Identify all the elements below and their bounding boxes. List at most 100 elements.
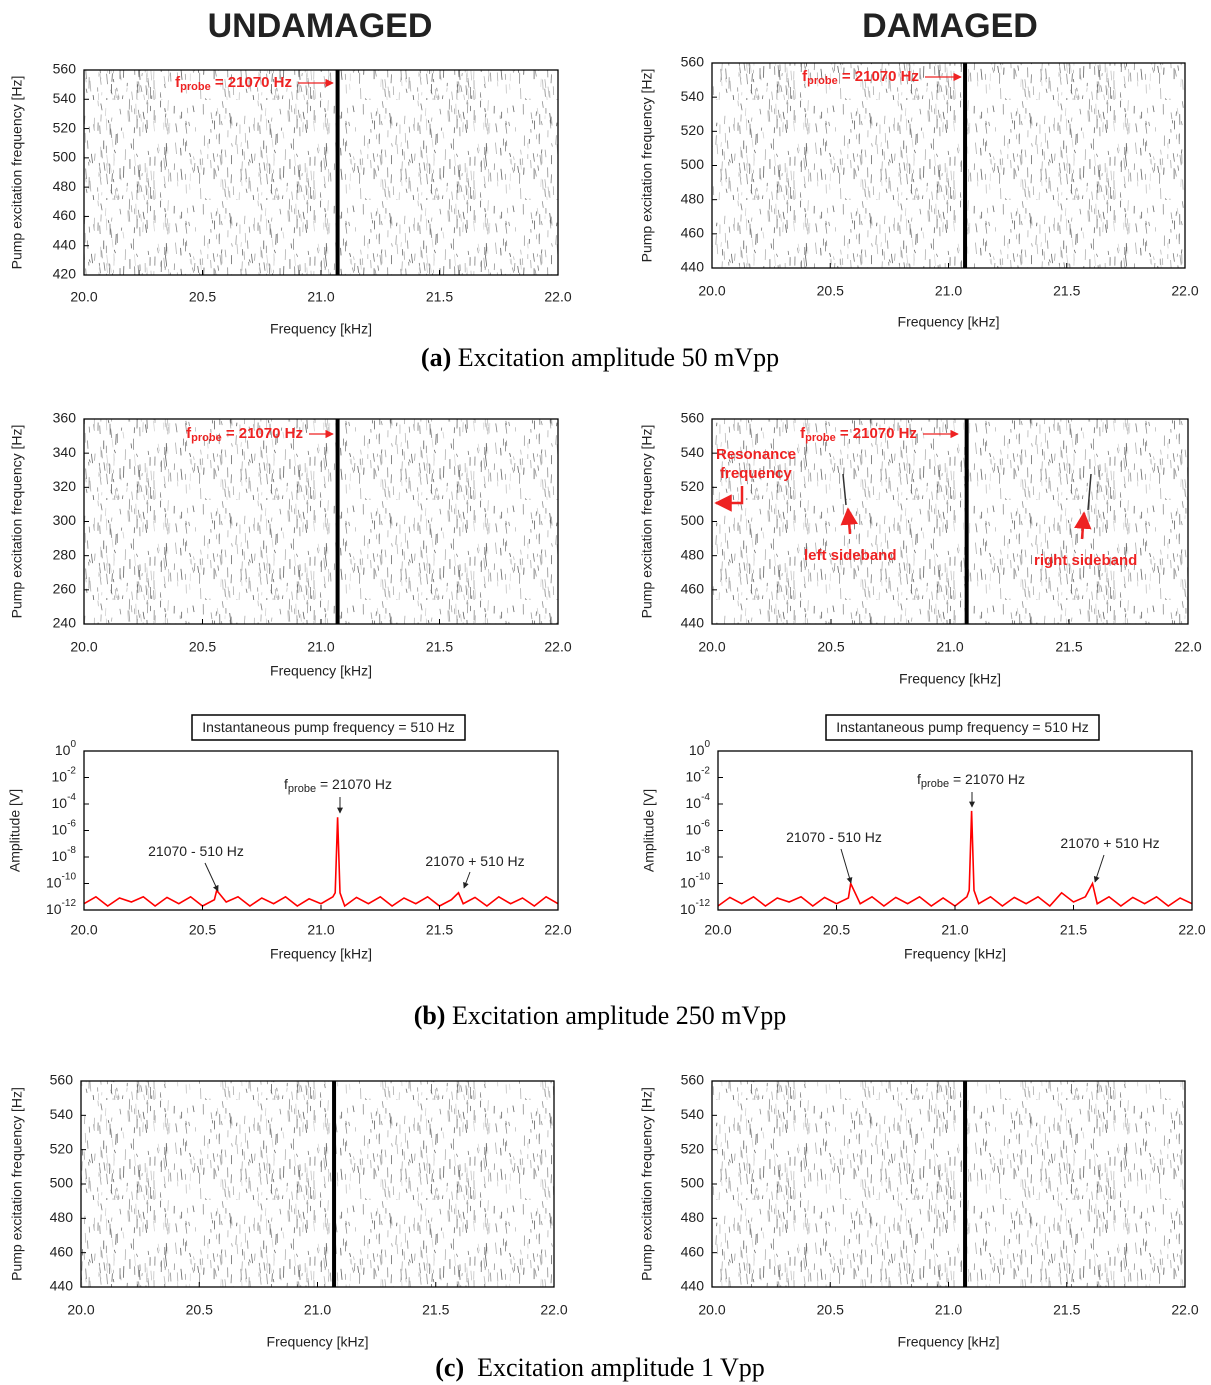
y-tick-base: 10 bbox=[55, 742, 71, 758]
y-tick-base: 10 bbox=[686, 848, 702, 864]
y-tick-exponent: -6 bbox=[701, 818, 710, 829]
y-axis-label: Pump excitation frequency [Hz] bbox=[639, 69, 655, 263]
x-tick-label: 20.0 bbox=[698, 639, 725, 655]
y-tick-label: 480 bbox=[681, 1209, 705, 1225]
y-tick-label: 260 bbox=[53, 581, 77, 597]
annotation-text: = 21070 Hz bbox=[211, 74, 292, 91]
y-tick-label: 10-6 bbox=[52, 818, 77, 837]
annotation-text: = 21070 Hz bbox=[838, 68, 919, 85]
y-axis-label: Pump excitation frequency [Hz] bbox=[9, 425, 25, 619]
y-tick-label: 480 bbox=[681, 546, 705, 562]
x-tick-label: 22.0 bbox=[540, 1302, 567, 1318]
y-tick-label: 280 bbox=[53, 546, 77, 562]
y-tick-label: 100 bbox=[689, 739, 711, 758]
x-tick-label: 21.5 bbox=[426, 922, 453, 938]
y-tick-label: 10-2 bbox=[686, 765, 711, 784]
x-tick-label: 20.0 bbox=[704, 922, 731, 938]
y-tick-label: 10-10 bbox=[680, 871, 710, 890]
spectrum-line bbox=[83, 817, 559, 908]
y-tick-label: 460 bbox=[53, 207, 77, 223]
y-tick-base: 10 bbox=[46, 874, 62, 890]
annotation: 21070 + 510 Hz bbox=[1060, 835, 1159, 851]
y-tick-base: 10 bbox=[686, 768, 702, 784]
spectrogram-texture bbox=[84, 70, 558, 275]
x-tick-label: 21.0 bbox=[936, 639, 963, 655]
y-tick-label: 440 bbox=[681, 1278, 705, 1294]
caption-label: (a) bbox=[421, 343, 451, 372]
x-axis-label: Frequency [kHz] bbox=[267, 1334, 369, 1350]
annotation: fprobe = 21070 Hz bbox=[186, 425, 303, 444]
x-tick-label: 21.0 bbox=[941, 922, 968, 938]
y-tick-label: 460 bbox=[681, 1243, 705, 1259]
x-axis-label: Frequency [kHz] bbox=[270, 321, 372, 337]
annotation-text: Resonance bbox=[716, 446, 796, 463]
x-tick-label: 22.0 bbox=[544, 289, 571, 305]
y-tick-label: 10-12 bbox=[680, 898, 710, 917]
x-tick-label: 21.0 bbox=[935, 1302, 962, 1318]
annotation: frequency bbox=[720, 465, 792, 482]
annotation-text: left sideband bbox=[804, 547, 897, 564]
y-tick-base: 10 bbox=[52, 821, 68, 837]
x-tick-label: 21.0 bbox=[307, 922, 334, 938]
sideband-arrow bbox=[840, 507, 858, 535]
y-tick-label: 320 bbox=[53, 478, 77, 494]
x-tick-label: 22.0 bbox=[544, 922, 571, 938]
annotation-text: frequency bbox=[720, 465, 792, 482]
x-tick-label: 20.5 bbox=[189, 922, 216, 938]
caption-text: Excitation amplitude 50 mVpp bbox=[451, 343, 779, 372]
y-tick-label: 440 bbox=[681, 615, 705, 631]
caption: (c) Excitation amplitude 1 Vpp bbox=[435, 1353, 765, 1382]
y-tick-base: 10 bbox=[686, 795, 702, 811]
annotation: fprobe = 21070 Hz bbox=[800, 425, 917, 444]
y-tick-label: 440 bbox=[53, 236, 77, 252]
annotation-subscript: probe bbox=[191, 432, 222, 444]
annotation-subscript: probe bbox=[288, 783, 316, 795]
annotation-symbol: f bbox=[802, 68, 808, 85]
y-tick-base: 10 bbox=[680, 874, 696, 890]
y-tick-exponent: -2 bbox=[67, 765, 76, 776]
y-tick-label: 10-8 bbox=[52, 845, 77, 864]
y-tick-label: 10-4 bbox=[686, 792, 711, 811]
x-tick-label: 20.5 bbox=[823, 922, 850, 938]
y-tick-exponent: 0 bbox=[704, 739, 710, 750]
y-tick-label: 10-6 bbox=[686, 818, 711, 837]
y-tick-exponent: -8 bbox=[701, 845, 710, 856]
sideband-arrow bbox=[1074, 511, 1092, 540]
spectrogram-texture bbox=[712, 1081, 1185, 1287]
y-tick-label: 460 bbox=[681, 581, 705, 597]
info-box-label: Instantaneous pump frequency = 510 Hz bbox=[202, 719, 455, 735]
caption: (b) Excitation amplitude 250 mVpp bbox=[414, 1001, 787, 1030]
annotation-text: 21070 + 510 Hz bbox=[425, 853, 524, 869]
x-tick-label: 20.5 bbox=[817, 639, 844, 655]
annotation-text: = 21070 Hz bbox=[949, 771, 1025, 787]
x-tick-label: 21.5 bbox=[1055, 639, 1082, 655]
caption-text: Excitation amplitude 250 mVpp bbox=[445, 1001, 786, 1030]
sideband-trace bbox=[842, 473, 847, 506]
y-tick-base: 10 bbox=[686, 821, 702, 837]
x-tick-label: 20.5 bbox=[189, 639, 216, 655]
x-tick-label: 20.0 bbox=[70, 289, 97, 305]
y-tick-label: 340 bbox=[53, 444, 77, 460]
y-tick-base: 10 bbox=[680, 901, 696, 917]
x-tick-label: 20.0 bbox=[67, 1302, 94, 1318]
y-tick-label: 440 bbox=[50, 1278, 74, 1294]
annotation-symbol: f bbox=[800, 425, 806, 442]
x-tick-label: 21.5 bbox=[426, 639, 453, 655]
y-tick-label: 540 bbox=[681, 444, 705, 460]
annotation-text: = 21070 Hz bbox=[316, 776, 392, 792]
caption-label: (b) bbox=[414, 1001, 446, 1030]
sideband-trace bbox=[1087, 473, 1092, 511]
y-tick-label: 540 bbox=[53, 90, 77, 106]
spectrogram-texture bbox=[81, 1081, 554, 1287]
y-tick-exponent: -12 bbox=[62, 898, 77, 909]
y-axis-label: Pump excitation frequency [Hz] bbox=[639, 425, 655, 619]
spectrogram-texture bbox=[84, 419, 558, 624]
annotation-text: 21070 - 510 Hz bbox=[148, 843, 244, 859]
info-box-label: Instantaneous pump frequency = 510 Hz bbox=[836, 719, 1089, 735]
y-tick-label: 540 bbox=[50, 1106, 74, 1122]
y-tick-label: 10-4 bbox=[52, 792, 77, 811]
info-box bbox=[825, 714, 1100, 741]
annotation-symbol: f bbox=[284, 776, 288, 792]
annotation-arrow bbox=[463, 871, 471, 889]
x-tick-label: 20.5 bbox=[189, 289, 216, 305]
